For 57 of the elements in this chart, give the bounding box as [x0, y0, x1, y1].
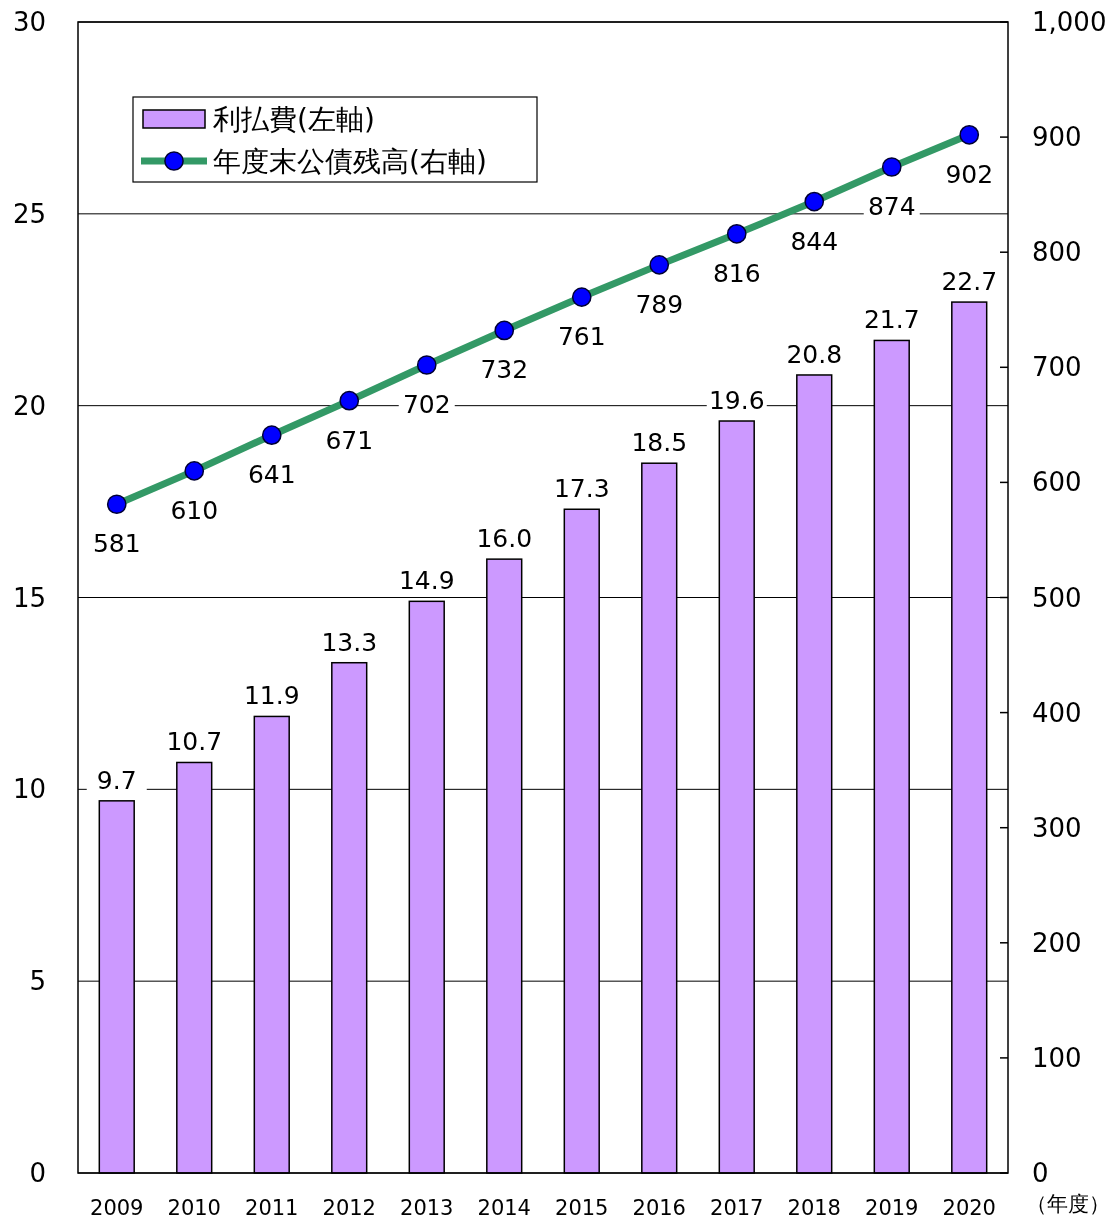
data-label: 22.7 [941, 267, 998, 297]
x-tick-label: 2011 [245, 1196, 299, 1220]
data-label: 702 [402, 390, 451, 419]
data-label: 16.0 [476, 524, 533, 554]
data-label: 844 [790, 226, 839, 256]
x-tick-label: 2015 [555, 1196, 609, 1220]
data-label: 641 [247, 460, 296, 490]
data-label: 761 [557, 322, 606, 352]
data-label: 732 [480, 355, 529, 385]
x-tick-label: 2013 [400, 1196, 454, 1220]
x-axis-title: （年度） [1026, 1192, 1110, 1216]
x-tick-label: 2012 [322, 1196, 376, 1220]
y2-tick-label: 500 [1032, 582, 1082, 613]
data-label: 671 [325, 425, 374, 455]
y2-tick-label: 1,000 [1032, 7, 1107, 37]
y2-tick-label: 200 [1032, 927, 1082, 958]
y-tick-label: 25 [12, 198, 46, 229]
data-label: 11.9 [243, 681, 300, 711]
x-tick-label: 2019 [865, 1196, 919, 1220]
y2-tick-label: 800 [1032, 237, 1082, 268]
data-label: 902 [945, 159, 994, 189]
y-tick-label: 15 [12, 582, 46, 613]
y2-tick-label: 600 [1032, 467, 1082, 498]
y2-tick-label: 100 [1032, 1042, 1082, 1073]
x-tick-label: 2009 [90, 1196, 144, 1220]
data-label: 17.3 [553, 474, 610, 504]
data-label: 610 [170, 495, 219, 525]
data-label: 19.6 [708, 386, 765, 416]
data-label: 581 [92, 529, 141, 559]
y2-tick-label: 900 [1032, 122, 1082, 153]
legend-label: 年度末公債残高(右軸) [213, 145, 487, 178]
y2-tick-label: 300 [1032, 812, 1082, 843]
y2-tick-label: 400 [1032, 697, 1082, 728]
x-tick-label: 2017 [710, 1196, 764, 1220]
y-tick-label: 30 [12, 7, 46, 37]
y-tick-label: 10 [12, 774, 46, 805]
data-label: 9.7 [96, 765, 137, 795]
y2-tick-label: 0 [1032, 1158, 1049, 1188]
y-tick-label: 20 [12, 390, 46, 421]
x-tick-label: 2020 [942, 1196, 996, 1220]
data-label: 789 [635, 289, 684, 319]
y-tick-label: 5 [29, 966, 46, 997]
x-tick-label: 2010 [167, 1196, 221, 1220]
y2-tick-label: 700 [1032, 352, 1082, 383]
data-label: 18.5 [631, 428, 688, 458]
data-label: 13.3 [321, 627, 378, 657]
legend-label: 利払費(左軸) [213, 103, 375, 136]
x-tick-label: 2018 [787, 1196, 841, 1220]
data-label: 20.8 [786, 339, 843, 369]
data-label: 10.7 [166, 727, 223, 757]
data-label: 874 [867, 192, 916, 222]
data-label: 816 [712, 258, 761, 288]
x-tick-label: 2016 [632, 1196, 686, 1220]
data-label: 21.7 [863, 305, 920, 335]
y-tick-label: 0 [29, 1158, 46, 1188]
x-tick-label: 2014 [477, 1196, 531, 1220]
data-label: 14.9 [398, 566, 455, 596]
